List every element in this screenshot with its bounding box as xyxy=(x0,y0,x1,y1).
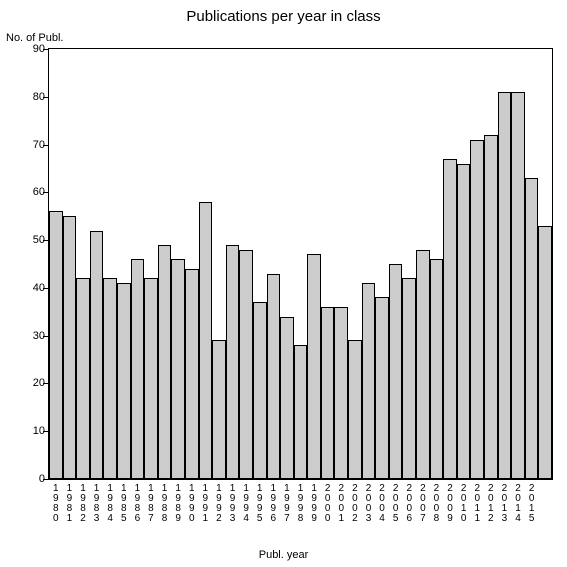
bar xyxy=(49,211,63,479)
x-tick-label: 2011 xyxy=(471,484,483,524)
y-tick-label: 50 xyxy=(25,234,45,246)
y-tick-label: 70 xyxy=(25,139,45,151)
x-tick-label: 1985 xyxy=(118,484,130,524)
chart-title: Publications per year in class xyxy=(0,8,567,25)
bar xyxy=(280,317,294,479)
y-tick-label: 10 xyxy=(25,425,45,437)
x-tick-label: 1995 xyxy=(254,484,266,524)
x-tick-label: 2003 xyxy=(362,484,374,524)
bar xyxy=(443,159,457,479)
bar xyxy=(470,140,484,479)
x-tick-label: 2005 xyxy=(390,484,402,524)
bar xyxy=(307,254,321,479)
plot-area xyxy=(48,48,553,480)
x-tick-label: 1983 xyxy=(91,484,103,524)
x-tick-label: 1994 xyxy=(240,484,252,524)
x-tick-label: 1988 xyxy=(159,484,171,524)
bar xyxy=(498,92,512,479)
x-tick-label: 1981 xyxy=(63,484,75,524)
bar xyxy=(321,307,335,479)
bar xyxy=(538,226,552,479)
bar xyxy=(63,216,77,479)
bar xyxy=(334,307,348,479)
x-tick-label: 1989 xyxy=(172,484,184,524)
bar xyxy=(375,297,389,479)
y-tick-label: 60 xyxy=(25,186,45,198)
bar xyxy=(525,178,539,479)
bar xyxy=(389,264,403,479)
bar xyxy=(76,278,90,479)
x-tick-label: 1996 xyxy=(267,484,279,524)
x-tick-label: 2008 xyxy=(430,484,442,524)
bar xyxy=(158,245,172,479)
x-tick-label: 1999 xyxy=(308,484,320,524)
x-tick-label: 1980 xyxy=(50,484,62,524)
x-tick-label: 2001 xyxy=(335,484,347,524)
bar xyxy=(90,231,104,479)
y-tick-label: 30 xyxy=(25,330,45,342)
x-tick-label: 2010 xyxy=(458,484,470,524)
bar xyxy=(239,250,253,479)
x-tick-label: 1992 xyxy=(213,484,225,524)
bar xyxy=(402,278,416,479)
x-axis-label: Publ. year xyxy=(0,549,567,561)
bar xyxy=(199,202,213,479)
bar xyxy=(267,274,281,479)
bars-wrap xyxy=(49,49,552,479)
bar xyxy=(212,340,226,479)
x-tick-label: 1991 xyxy=(199,484,211,524)
x-tick-label: 2009 xyxy=(444,484,456,524)
x-tick-label: 1986 xyxy=(131,484,143,524)
bar xyxy=(348,340,362,479)
bar xyxy=(457,164,471,479)
bar xyxy=(294,345,308,479)
bar xyxy=(103,278,117,479)
x-tick-label: 2000 xyxy=(322,484,334,524)
x-tick-label: 1993 xyxy=(227,484,239,524)
y-tick-label: 90 xyxy=(25,43,45,55)
y-tick-label: 40 xyxy=(25,282,45,294)
bar xyxy=(131,259,145,479)
x-tick-label: 1982 xyxy=(77,484,89,524)
x-tick-label: 2014 xyxy=(512,484,524,524)
bar xyxy=(185,269,199,479)
x-tick-label: 2012 xyxy=(485,484,497,524)
bar xyxy=(511,92,525,479)
y-tick-label: 0 xyxy=(25,473,45,485)
x-tick-label: 2004 xyxy=(376,484,388,524)
x-tick-label: 2007 xyxy=(417,484,429,524)
x-tick-label: 2002 xyxy=(349,484,361,524)
y-tick-label: 80 xyxy=(25,91,45,103)
bar xyxy=(362,283,376,479)
x-tick-label: 1984 xyxy=(104,484,116,524)
chart-container: Publications per year in class No. of Pu… xyxy=(0,0,567,567)
bar xyxy=(253,302,267,479)
bar xyxy=(117,283,131,479)
y-tick-label: 20 xyxy=(25,377,45,389)
bar xyxy=(226,245,240,479)
bar xyxy=(484,135,498,479)
x-tick-label: 2015 xyxy=(526,484,538,524)
x-tick-label: 2006 xyxy=(403,484,415,524)
bar xyxy=(171,259,185,479)
x-tick-label: 1987 xyxy=(145,484,157,524)
x-tick-label: 1997 xyxy=(281,484,293,524)
x-tick-label: 2013 xyxy=(498,484,510,524)
bar xyxy=(416,250,430,479)
x-tick-label: 1990 xyxy=(186,484,198,524)
bar xyxy=(430,259,444,479)
x-tick-label: 1998 xyxy=(295,484,307,524)
bar xyxy=(144,278,158,479)
